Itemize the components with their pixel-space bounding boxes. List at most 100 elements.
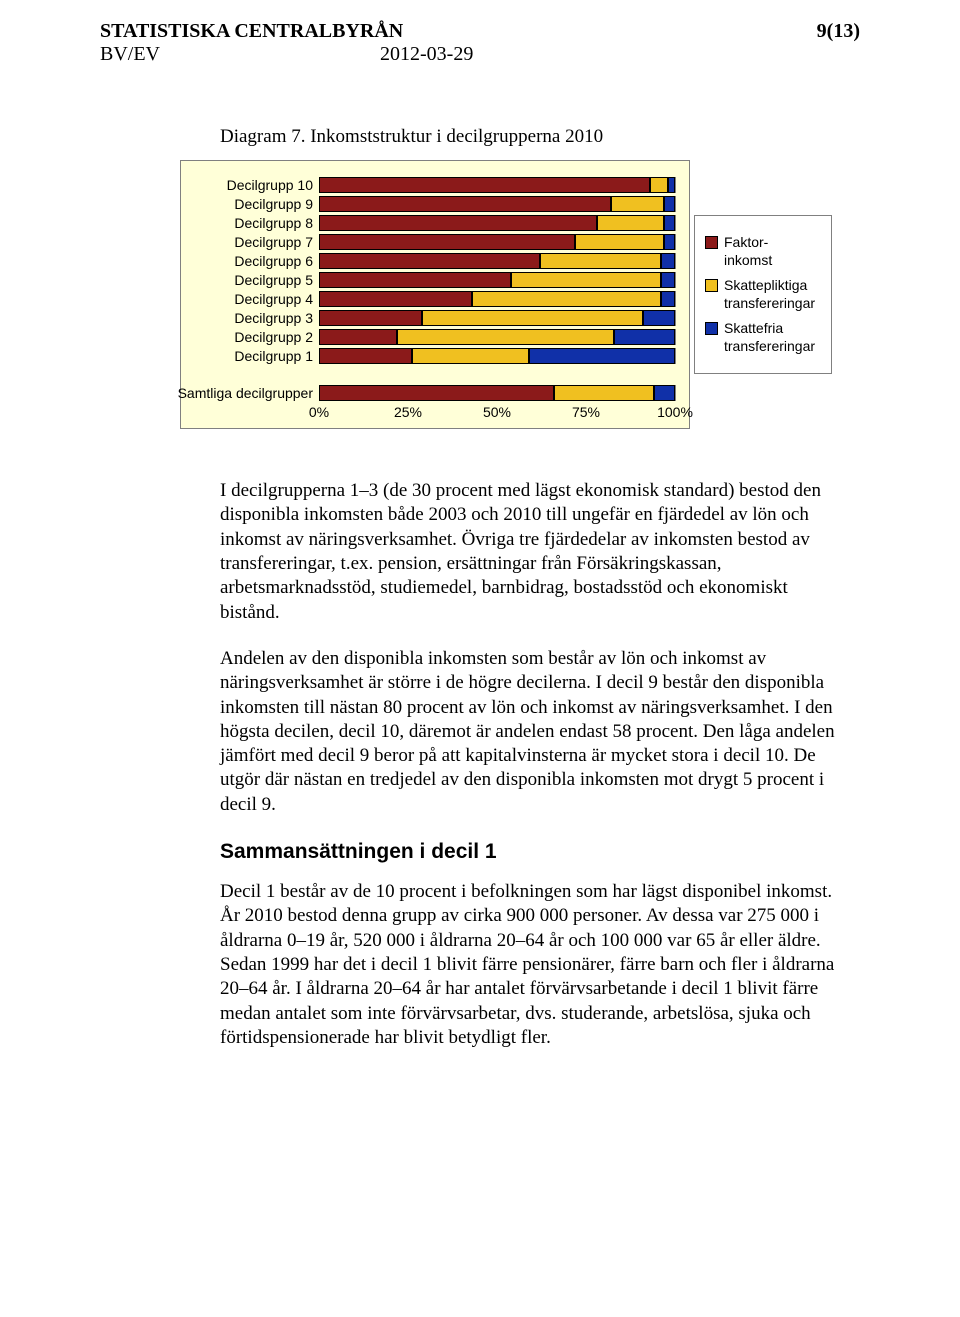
paragraph-1: I decilgrupperna 1–3 (de 30 procent med … <box>220 479 840 625</box>
row-label: Decilgrupp 7 <box>195 234 319 250</box>
grid-line <box>675 253 676 269</box>
grid-line <box>675 234 676 250</box>
diagram-caption: Diagram 7. Inkomststruktur i decilgruppe… <box>220 126 860 148</box>
bar-segment-skattefria <box>664 196 675 212</box>
bar-segment-faktor <box>319 253 540 269</box>
bar-track <box>319 253 675 269</box>
chart-row: Decilgrupp 3 <box>195 310 675 326</box>
legend-item: Skattefria transfereringar <box>705 320 821 355</box>
bar-segment-faktor <box>319 177 650 193</box>
bar-segment-faktor <box>319 348 412 364</box>
row-label: Decilgrupp 3 <box>195 310 319 326</box>
axis-tick: 100% <box>657 404 693 420</box>
chart-row: Decilgrupp 8 <box>195 215 675 231</box>
legend-item: Skattepliktiga transfereringar <box>705 277 821 312</box>
legend-swatch <box>705 322 718 335</box>
bar-segment-skattepliktiga <box>597 215 665 231</box>
bar-track <box>319 234 675 250</box>
bar-segment-skattepliktiga <box>511 272 661 288</box>
bar-segment-skattepliktiga <box>412 348 529 364</box>
legend-label: Skattefria transfereringar <box>724 320 821 355</box>
bar-track <box>319 291 675 307</box>
legend-item: Faktor-inkomst <box>705 234 821 269</box>
legend-swatch <box>705 279 718 292</box>
chart-row: Decilgrupp 7 <box>195 234 675 250</box>
body-text: I decilgrupperna 1–3 (de 30 procent med … <box>220 479 840 1050</box>
axis-tick: 25% <box>394 404 422 420</box>
row-label: Decilgrupp 8 <box>195 215 319 231</box>
legend-box: Faktor-inkomst Skattepliktiga transfereri… <box>694 215 832 374</box>
chart-row: Decilgrupp 2 <box>195 329 675 345</box>
bar-segment-faktor <box>319 329 397 345</box>
chart-row: Decilgrupp 9 <box>195 196 675 212</box>
bar-segment-skattefria <box>661 291 675 307</box>
grid-line <box>675 329 676 345</box>
row-label: Decilgrupp 2 <box>195 329 319 345</box>
grid-line <box>675 196 676 212</box>
row-label: Decilgrupp 6 <box>195 253 319 269</box>
bar-segment-skattepliktiga <box>554 385 654 401</box>
bar-segment-skattepliktiga <box>472 291 661 307</box>
chart-row: Samtliga decilgrupper <box>195 385 675 401</box>
subheader-row: BV/EV 2012-03-29 <box>100 43 860 66</box>
bar-segment-skattepliktiga <box>650 177 668 193</box>
bar-segment-skattefria <box>664 234 675 250</box>
bar-segment-skattepliktiga <box>397 329 614 345</box>
bar-track <box>319 196 675 212</box>
row-label: Samtliga decilgrupper <box>159 385 319 401</box>
bar-segment-skattefria <box>654 385 675 401</box>
page-number: 9(13) <box>817 20 860 43</box>
bar-segment-faktor <box>319 234 575 250</box>
report-date: 2012-03-29 <box>380 43 473 66</box>
grid-line <box>675 272 676 288</box>
bar-segment-faktor <box>319 215 597 231</box>
bar-segment-skattefria <box>614 329 675 345</box>
bar-track <box>319 310 675 326</box>
grid-line <box>675 310 676 326</box>
legend-label: Skattepliktiga transfereringar <box>724 277 821 312</box>
bar-segment-faktor <box>319 196 611 212</box>
bar-track <box>319 272 675 288</box>
chart-row: Decilgrupp 5 <box>195 272 675 288</box>
bar-segment-skattepliktiga <box>575 234 664 250</box>
axis-tick: 0% <box>309 404 329 420</box>
grid-line <box>675 215 676 231</box>
grid-line <box>675 385 676 401</box>
chart-block: Decilgrupp 10 Decilgrupp 9 Decilgrupp 8 Dec… <box>180 160 860 429</box>
bar-segment-faktor <box>319 291 472 307</box>
bar-segment-skattefria <box>668 177 675 193</box>
chart-row: Decilgrupp 6 <box>195 253 675 269</box>
chart-panel: Decilgrupp 10 Decilgrupp 9 Decilgrupp 8 Dec… <box>180 160 690 429</box>
bar-segment-skattefria <box>643 310 675 326</box>
chart-row: Decilgrupp 4 <box>195 291 675 307</box>
bar-segment-skattefria <box>529 348 675 364</box>
bar-segment-faktor <box>319 385 554 401</box>
row-label: Decilgrupp 9 <box>195 196 319 212</box>
grid-line <box>675 348 676 364</box>
bar-segment-skattefria <box>661 253 675 269</box>
section-heading: Sammansättningen i decil 1 <box>220 839 840 866</box>
chart-row: Decilgrupp 1 <box>195 348 675 364</box>
bar-segment-skattefria <box>664 215 675 231</box>
grid-line <box>675 177 676 193</box>
bar-segment-skattefria <box>661 272 675 288</box>
bar-track <box>319 329 675 345</box>
bar-track <box>319 215 675 231</box>
legend-swatch <box>705 236 718 249</box>
row-label: Decilgrupp 10 <box>195 177 319 193</box>
bar-track <box>319 385 675 401</box>
bar-segment-skattepliktiga <box>540 253 661 269</box>
page: STATISTISKA CENTRALBYRÅN 9(13) BV/EV 201… <box>0 0 960 1112</box>
bar-track <box>319 177 675 193</box>
axis-tick: 50% <box>483 404 511 420</box>
bar-segment-skattepliktiga <box>422 310 643 326</box>
row-label: Decilgrupp 4 <box>195 291 319 307</box>
bar-track <box>319 348 675 364</box>
bar-segment-faktor <box>319 310 422 326</box>
paragraph-2: Andelen av den disponibla inkomsten som … <box>220 647 840 817</box>
grid-line <box>675 291 676 307</box>
axis-tick: 75% <box>572 404 600 420</box>
paragraph-3: Decil 1 består av de 10 procent i befolk… <box>220 880 840 1050</box>
axis-row: 0%25%50%75%100% <box>195 404 675 422</box>
dept-code: BV/EV <box>100 43 380 66</box>
